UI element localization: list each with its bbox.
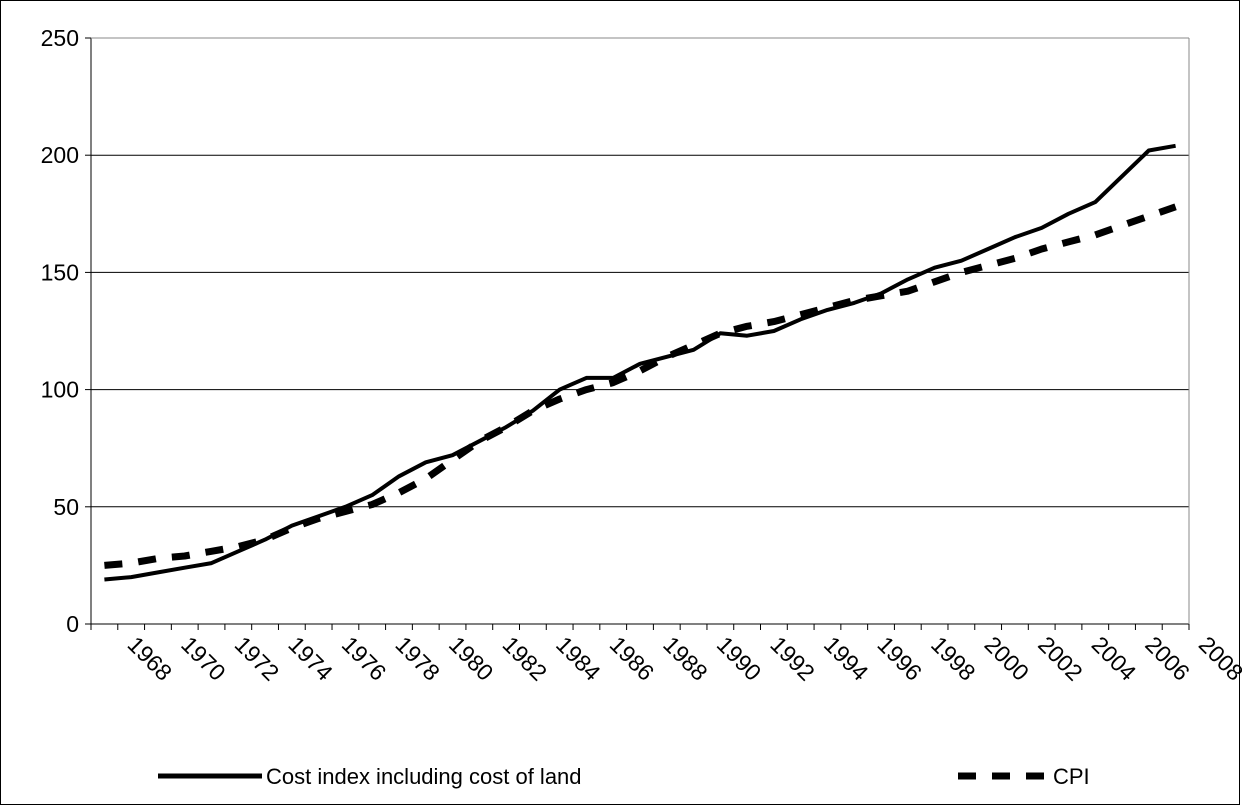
x-tick-label: 1978 <box>390 631 445 686</box>
x-tick-label: 2000 <box>980 631 1035 686</box>
x-tick-label: 1968 <box>123 631 178 686</box>
y-tick-label: 250 <box>41 25 79 51</box>
series-lines <box>104 143 1177 582</box>
x-tick-label: 1998 <box>926 631 981 686</box>
x-tick-label: 1988 <box>658 631 713 686</box>
legend-label-cpi: CPI <box>1053 764 1090 789</box>
y-tick-label: 50 <box>53 494 79 520</box>
x-tick-label: 1990 <box>712 631 767 686</box>
y-tick-label: 150 <box>41 259 79 285</box>
y-tick-label: 0 <box>66 611 79 637</box>
x-tick-label: 1996 <box>872 631 927 686</box>
series-line-cpi <box>104 203 1177 569</box>
gridlines <box>91 37 1189 508</box>
y-tick-label: 100 <box>41 377 79 403</box>
x-tick-label: 1976 <box>337 631 392 686</box>
x-tick-label: 1994 <box>819 631 874 686</box>
series-line-cost-index <box>104 143 1176 582</box>
axes <box>85 37 1190 630</box>
legend: Cost index including cost of land CPI <box>158 764 1090 789</box>
x-tick-label: 1982 <box>498 631 553 686</box>
x-tick-label: 1984 <box>551 631 606 686</box>
x-tick-label: 1974 <box>283 631 338 686</box>
x-tick-label: 1986 <box>605 631 660 686</box>
x-tick-label: 2008 <box>1194 631 1242 686</box>
x-tick-label: 2002 <box>1033 631 1088 686</box>
x-tick-label: 2006 <box>1140 631 1195 686</box>
x-tick-label: 1980 <box>444 631 499 686</box>
tick-labels: 0501001502002501968197019721974197619781… <box>41 25 1242 686</box>
x-tick-label: 2004 <box>1087 631 1142 686</box>
legend-label-cost-index: Cost index including cost of land <box>266 764 582 789</box>
x-tick-label: 1992 <box>765 631 820 686</box>
y-tick-label: 200 <box>41 142 79 168</box>
x-tick-label: 1972 <box>230 631 285 686</box>
x-tick-label: 1970 <box>176 631 231 686</box>
